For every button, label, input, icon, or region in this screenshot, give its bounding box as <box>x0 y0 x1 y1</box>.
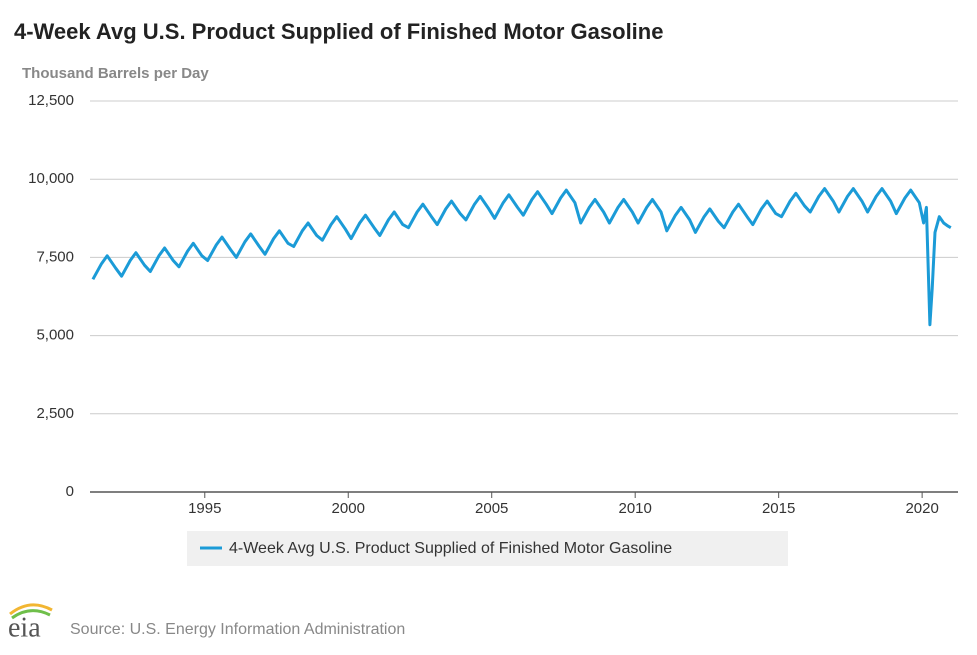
legend-label: 4-Week Avg U.S. Product Supplied of Fini… <box>229 540 672 557</box>
x-tick-label: 1995 <box>188 500 221 517</box>
x-tick-label: 2015 <box>762 500 795 517</box>
x-tick-label: 2020 <box>905 500 938 517</box>
logo-swoosh <box>11 609 51 620</box>
y-axis-unit: Thousand Barrels per Day <box>22 65 209 82</box>
x-tick-label: 2010 <box>619 500 652 517</box>
y-tick-label: 2,500 <box>36 405 74 422</box>
y-tick-label: 5,000 <box>36 327 74 344</box>
x-tick-label: 2000 <box>332 500 365 517</box>
x-tick-label: 2005 <box>475 500 508 517</box>
logo-swoosh <box>9 603 53 616</box>
legend-box <box>187 531 788 566</box>
source: Source: U.S. Energy Information Administ… <box>70 621 405 638</box>
chart-title: 4-Week Avg U.S. Product Supplied of Fini… <box>14 19 663 44</box>
y-tick-label: 12,500 <box>28 92 74 109</box>
y-tick-label: 7,500 <box>36 248 74 265</box>
y-tick-label: 10,000 <box>28 170 74 187</box>
y-tick-label: 0 <box>66 483 74 500</box>
series-line <box>91 187 952 327</box>
